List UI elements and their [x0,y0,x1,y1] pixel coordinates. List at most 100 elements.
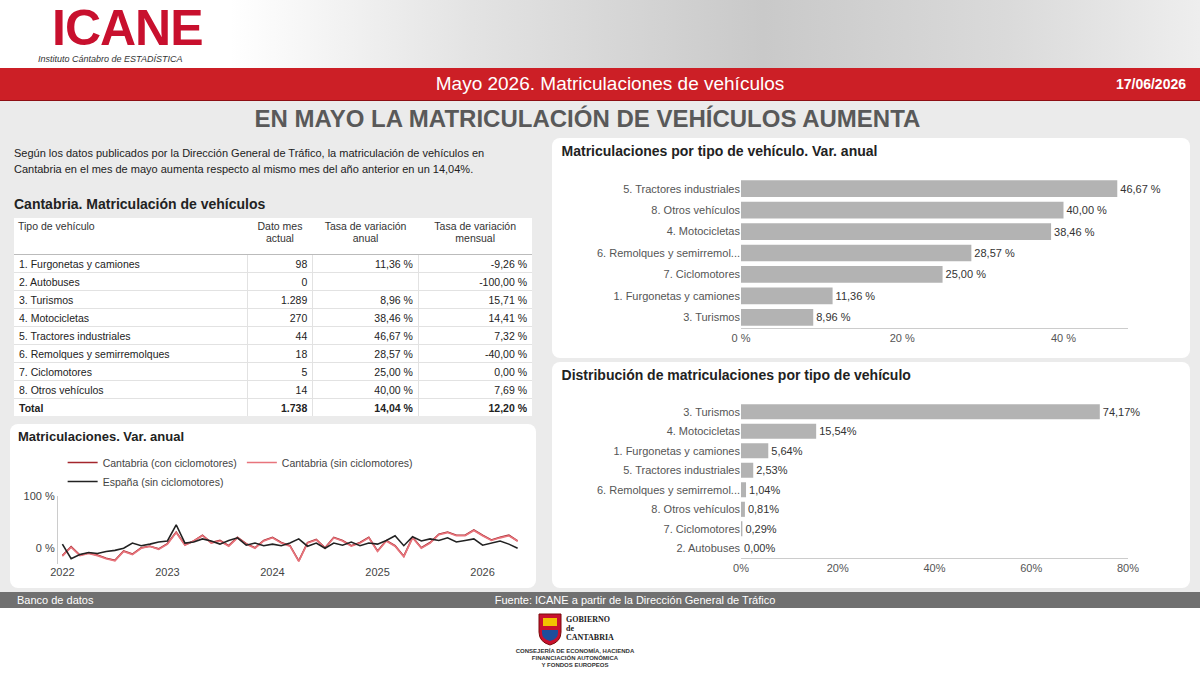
html-text:28,57 %: 28,57 % [374,347,413,360]
html-text:17/06/2026: 17/06/2026 [1115,76,1186,92]
svg-text:0,81%: 0,81% [748,503,779,515]
html-text:Tasa de variación anual: Tasa de variación anual [324,220,407,244]
svg-text:4. Motocicletas: 4. Motocicletas [667,425,741,437]
svg-text:2,53%: 2,53% [756,464,787,476]
html-text:Cantabria. Matriculación de ve: Cantabria. Matriculación de vehículos [14,196,266,212]
svg-text:2024: 2024 [260,566,284,578]
html-text:GOBIERNO: GOBIERNO [566,615,610,624]
html-text:Según los datos publicados por: Según los datos publicados por la Direcc… [14,147,485,175]
svg-text:7. Ciclomotores: 7. Ciclomotores [664,523,741,535]
html-text:15,71 %: 15,71 % [488,293,527,306]
svg-text:100 %: 100 % [24,490,55,502]
html-text:Total: Total [19,401,44,414]
html-text:8,96 %: 8,96 % [380,293,413,306]
svg-text:5. Tractores industriales: 5. Tractores industriales [623,183,740,195]
html-text:46,67 %: 46,67 % [374,329,413,342]
html-text:CANTABRIA: CANTABRIA [566,633,614,642]
svg-text:0,00%: 0,00% [744,542,775,554]
svg-text:2. Autobuses: 2. Autobuses [676,542,740,554]
svg-text:74,17%: 74,17% [1103,406,1141,418]
svg-text:8. Otros vehículos: 8. Otros vehículos [651,204,740,216]
svg-text:0 %: 0 % [732,332,751,344]
svg-text:0,29%: 0,29% [745,523,776,535]
svg-text:40 %: 40 % [1051,332,1076,344]
svg-text:1. Furgonetas y camiones: 1. Furgonetas y camiones [613,445,740,457]
html-text:8. Otros vehículos: 8. Otros vehículos [19,383,104,396]
html-text:3. Turismos: 3. Turismos [19,293,74,306]
svg-text:7. Ciclomotores: 7. Ciclomotores [664,268,741,280]
html-text:Banco de datos: Banco de datos [17,594,94,606]
svg-text:6. Remolques y semirremol...: 6. Remolques y semirremol... [597,247,740,259]
html-text:2. Autobuses: 2. Autobuses [19,275,80,288]
svg-text:2026: 2026 [470,566,494,578]
html-text:98: 98 [295,257,308,270]
svg-text:8,96 %: 8,96 % [816,311,850,323]
svg-text:0%: 0% [733,562,749,574]
svg-text:Cantabria (con ciclomotores): Cantabria (con ciclomotores) [103,457,237,469]
svg-text:5,64%: 5,64% [771,445,802,457]
html-text:14,41 %: 14,41 % [488,311,527,324]
svg-text:2022: 2022 [50,566,74,578]
svg-text:5. Tractores industriales: 5. Tractores industriales [623,464,740,476]
html-text:-9,26 %: -9,26 % [490,257,527,270]
svg-text:46,67 %: 46,67 % [1120,183,1161,195]
svg-text:40%: 40% [923,562,945,574]
svg-text:Matriculaciones. Var. anual: Matriculaciones. Var. anual [18,429,184,444]
html-text:14: 14 [295,383,308,396]
html-text:-100,00 %: -100,00 % [479,275,527,288]
html-text:7. Ciclomotores: 7. Ciclomotores [19,365,92,378]
html-text:18: 18 [295,347,308,360]
html-text:1. Furgonetas y camiones: 1. Furgonetas y camiones [19,257,140,270]
svg-text:4. Motocicletas: 4. Motocicletas [667,225,741,237]
svg-text:80%: 80% [1117,562,1139,574]
svg-text:1,04%: 1,04% [749,484,780,496]
html-text:11,36 %: 11,36 % [375,257,413,270]
svg-text:2025: 2025 [365,566,389,578]
svg-text:40,00 %: 40,00 % [1067,204,1108,216]
svg-text:28,57 %: 28,57 % [974,247,1015,259]
svg-text:11,36 %: 11,36 % [836,290,876,302]
html-text:Tipo de vehículo: Tipo de vehículo [18,220,95,232]
svg-text:3. Turismos: 3. Turismos [683,311,740,323]
html-text:Tasa de variación mensual: Tasa de variación mensual [434,220,516,244]
html-text:7,32 %: 7,32 % [494,329,527,342]
svg-text:15,54%: 15,54% [819,425,857,437]
svg-text:Cantabria (sin ciclomotores): Cantabria (sin ciclomotores) [282,457,413,469]
svg-text:6. Remolques y semirremol...: 6. Remolques y semirremol... [597,484,740,496]
svg-text:3. Turismos: 3. Turismos [683,406,740,418]
html-text:6. Remolques y semirremolques: 6. Remolques y semirremolques [19,347,170,360]
svg-text:1. Furgonetas y camiones: 1. Furgonetas y camiones [613,290,740,302]
html-text:Fuente: ICANE a partir de la D: Fuente: ICANE a partir de la Dirección G… [494,594,776,606]
html-text:0,00 %: 0,00 % [494,365,527,378]
html-text:44: 44 [295,329,308,342]
svg-text:38,46 %: 38,46 % [1054,226,1095,238]
html-text:38,46 %: 38,46 % [374,311,413,324]
html-text:EN MAYO LA MATRICULACIÓN DE VE: EN MAYO LA MATRICULACIÓN DE VEHÍCULOS AU… [254,105,921,132]
svg-text:Matriculaciones por tipo de ve: Matriculaciones por tipo de vehículo. Va… [562,143,878,159]
html-text:40,00 %: 40,00 % [374,383,413,396]
svg-text:0 %: 0 % [36,542,55,554]
html-text:Mayo 2026. Matriculaciones de: Mayo 2026. Matriculaciones de vehículos [435,73,785,94]
html-text:12,20 %: 12,20 % [488,401,527,414]
svg-text:2023: 2023 [155,566,179,578]
html-text:Dato mes actual: Dato mes actual [257,220,303,244]
html-text:25,00 %: 25,00 % [374,365,413,378]
svg-text:8. Otros vehículos: 8. Otros vehículos [651,503,740,515]
html-text:4. Motocicletas: 4. Motocicletas [19,311,89,324]
svg-text:España (sin ciclomotores): España (sin ciclomotores) [103,476,224,488]
html-text:5. Tractores industriales: 5. Tractores industriales [19,329,131,342]
html-text:Instituto Cántabro de ESTADÍST: Instituto Cántabro de ESTADÍSTICA [38,54,183,64]
html-text:270: 270 [289,311,308,324]
html-text:ICANE: ICANE [52,0,203,56]
html-text:-40,00 %: -40,00 % [485,347,527,360]
html-text:de: de [566,624,574,633]
svg-text:20 %: 20 % [890,332,915,344]
html-text:7,69 %: 7,69 % [494,383,527,396]
svg-text:60%: 60% [1020,562,1042,574]
svg-text:Distribución de matriculacione: Distribución de matriculaciones por tipo… [562,367,911,383]
html-text:14,04 %: 14,04 % [374,401,413,414]
html-text:1.289: 1.289 [281,293,308,306]
html-text:1.738: 1.738 [281,401,308,414]
svg-text:20%: 20% [827,562,849,574]
svg-text:25,00 %: 25,00 % [946,268,987,280]
